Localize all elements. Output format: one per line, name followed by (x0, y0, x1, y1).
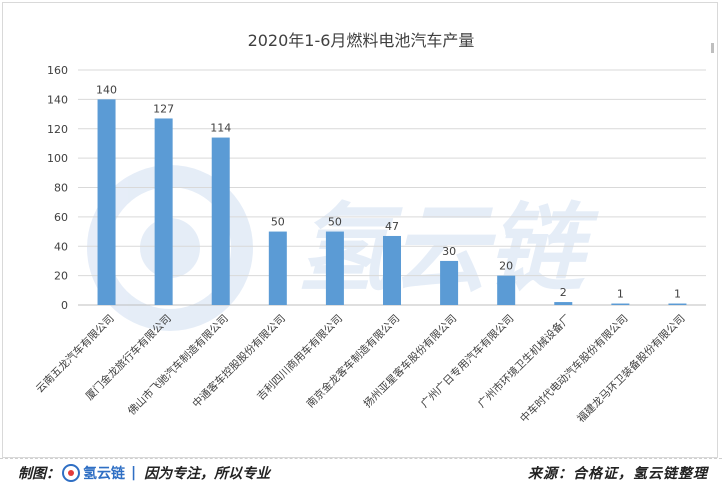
chart-frame (2, 2, 718, 458)
y-tick-label: 140 (47, 93, 68, 106)
logo-name: 氢云链 (83, 466, 125, 482)
bar (383, 235, 401, 305)
bar (440, 260, 459, 305)
footer-prefix: 制图： (18, 466, 60, 482)
y-tick-label: 80 (54, 182, 68, 195)
data-label: 140 (96, 83, 117, 96)
category-label: 中通客车控股股份有限公司 (190, 312, 288, 410)
resize-handle[interactable] (711, 43, 714, 53)
y-tick-label: 20 (54, 270, 68, 283)
data-label: 2 (560, 286, 567, 299)
bar-chart: 氢云链 140 127 114 50 50 47 30 20 2 1 1 0 20 40 60 80 100 1… (33, 31, 706, 425)
data-label: 30 (442, 245, 456, 258)
category-label: 福建龙马环卫装备股份有限公司 (574, 312, 687, 425)
footer-bar: 制图： 氢云链 | 因为专注，所以专业 来源：合格证，氢云链整理 (0, 458, 722, 489)
data-label: 114 (210, 122, 231, 135)
category-label: 扬州亚星客车股份有限公司 (361, 312, 459, 410)
footer-divider (0, 458, 722, 459)
y-tick-label: 100 (47, 152, 68, 165)
bar (211, 137, 230, 305)
bar (154, 118, 173, 305)
category-label: 广州市环境卫生机械设备厂 (475, 312, 573, 410)
y-tick-label: 40 (54, 240, 68, 253)
category-label: 广州广日专用汽车有限公司 (418, 312, 516, 410)
bar (325, 231, 344, 305)
y-tick-label: 160 (47, 64, 68, 77)
bar (611, 303, 630, 305)
data-labels: 140 127 114 50 50 47 30 20 2 1 1 (96, 83, 681, 300)
data-label: 127 (153, 102, 174, 115)
footer-slogan: 因为专注，所以专业 (144, 466, 271, 482)
data-label: 50 (271, 216, 285, 229)
logo-separator: | (131, 465, 137, 481)
y-tick-label: 60 (54, 211, 68, 224)
logo-icon (62, 464, 80, 482)
category-label: 中车时代电动汽车股份有限公司 (517, 312, 630, 425)
y-axis: 0 20 40 60 80 100 120 140 160 (47, 64, 68, 312)
bar (97, 99, 116, 305)
chart-title: 2020年1-6月燃料电池汽车产量 (248, 31, 475, 50)
footer-source: 来源：合格证，氢云链整理 (528, 466, 708, 482)
data-label: 47 (385, 220, 399, 233)
y-tick-label: 120 (47, 123, 68, 136)
y-tick-label: 0 (61, 299, 68, 312)
watermark: 氢云链 (87, 165, 599, 331)
footer-logo: 氢云链 | (62, 463, 142, 483)
data-label: 20 (499, 260, 513, 273)
category-label: 南京金龙客车制造有限公司 (304, 312, 402, 410)
data-label: 50 (328, 216, 342, 229)
bar (268, 231, 287, 305)
bar (497, 275, 516, 305)
x-axis: 云南五龙汽车有限公司厦门金龙旅行车有限公司佛山市飞驰汽车制造有限公司中通客车控股… (33, 312, 687, 425)
bar (554, 302, 573, 305)
data-label: 1 (617, 288, 624, 301)
bar (668, 303, 687, 305)
footer-credit: 制图： 氢云链 | 因为专注，所以专业 (18, 462, 270, 484)
bars (97, 99, 687, 305)
data-label: 1 (674, 288, 681, 301)
